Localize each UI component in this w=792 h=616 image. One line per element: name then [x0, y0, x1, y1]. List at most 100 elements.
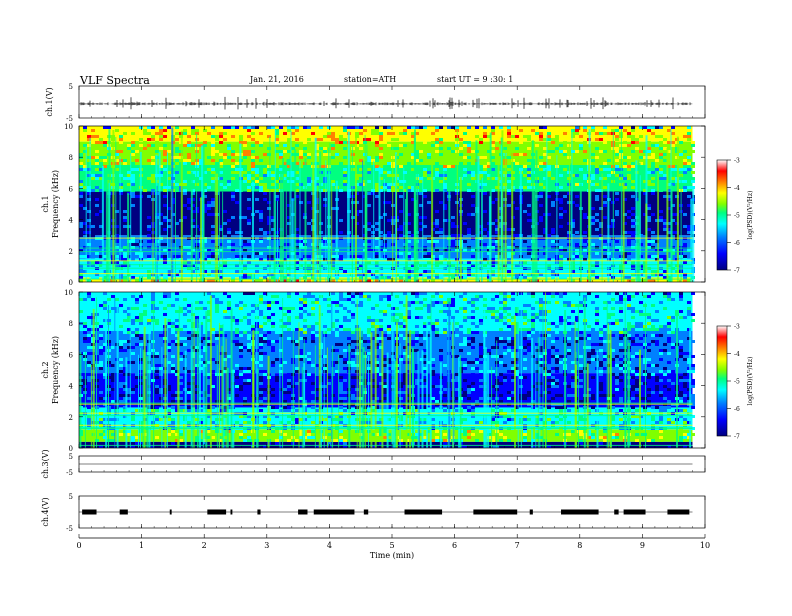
ch1-spectrogram-cell: [539, 240, 543, 243]
ch1-spectrogram-cell: [307, 222, 311, 225]
ch1-spectrogram-cell: [655, 165, 659, 168]
ch1-spectrogram-cell: [259, 177, 263, 180]
ch1-spectrogram-cell: [163, 276, 167, 279]
ch1-spectrogram-cell: [143, 192, 147, 195]
ch1-spectrogram-cell: [247, 162, 251, 165]
ch2-spectrogram-cell: [87, 409, 91, 412]
ch1-spectrogram-cell: [279, 126, 283, 129]
ch2-spectrogram-cell: [119, 370, 123, 373]
ch1-spectrogram-cell: [651, 219, 655, 222]
ch1-spectrogram-cell: [123, 186, 127, 189]
ch1-spectrogram-cell: [427, 261, 431, 264]
ch1-spectrogram-cell: [551, 192, 555, 195]
ch1-spectrogram-cell: [351, 201, 355, 204]
ch1-spectrogram-cell: [595, 138, 599, 141]
ch2-spectrogram-cell: [151, 406, 155, 409]
ch1-spectrogram-sferic: [331, 183, 332, 282]
ch1-spectrogram-cell: [267, 126, 271, 129]
ch1-spectrogram-cell: [595, 183, 599, 186]
ch1-spectrogram-cell: [375, 186, 379, 189]
ch1-spectrogram-cell: [235, 189, 239, 192]
ch1-spectrogram-cell: [339, 231, 343, 234]
ch1-spectrogram-cell: [143, 132, 147, 135]
figure-start-time: start UT = 9 :30: 1: [437, 75, 513, 84]
ch1-spectrogram-cell: [211, 180, 215, 183]
ch1-spectrogram-cell: [271, 189, 275, 192]
ch2-spectrogram-cell: [155, 442, 159, 445]
ch1-spectrogram-sferic: [305, 159, 307, 283]
ch2-spectrogram-cell: [247, 343, 251, 346]
ch2-spectrogram-cell: [227, 358, 231, 361]
ch1-spectrogram-sferic: [640, 175, 641, 282]
ch1-spectrogram-cell: [135, 228, 139, 231]
ch1-spectrogram-cell: [235, 132, 239, 135]
ch1-spectrogram-cell: [439, 276, 443, 279]
ch1-spectrogram-cell: [423, 141, 427, 144]
ch1-spectrogram-cell: [427, 252, 431, 255]
ch2-spectrogram-cell: [151, 319, 155, 322]
ch1-spectrogram-cell: [211, 153, 215, 156]
ch1-spectrogram-cell: [251, 150, 255, 153]
ch1-spectrogram-sferic: [280, 171, 282, 282]
ch1-spectrogram-image: [79, 126, 695, 282]
ch1-spectrogram-cell: [651, 171, 655, 174]
ch1-spectrogram-cell: [243, 240, 247, 243]
ch1-spectrogram-cell: [383, 171, 387, 174]
ch1-spectrogram-cell: [147, 255, 151, 258]
ch1-spectrogram-cell: [403, 144, 407, 147]
ch1-spectrogram-cell: [83, 132, 87, 135]
ch1-spectrogram-cell: [591, 129, 595, 132]
ch1-waveform-frame: [79, 86, 705, 118]
ch1-spectrogram-cell: [687, 132, 691, 135]
ch1-spectrogram-cell: [287, 132, 291, 135]
ch1-spectrogram-cell: [231, 210, 235, 213]
ch1-spectrogram-cell: [527, 231, 531, 234]
ch1-spectrogram-cell: [399, 201, 403, 204]
ch1-spectrogram-cell: [123, 255, 127, 258]
ch1-spectrogram-cell: [687, 162, 691, 165]
ch1-spectrogram-sferic: [621, 129, 622, 282]
ch2-spectrogram-cell: [227, 355, 231, 358]
ch1-spectrogram-sferic: [328, 148, 329, 283]
ch1-spectrogram-cell: [459, 135, 463, 138]
ch1-spectrogram-cell: [131, 189, 135, 192]
ch1-spectrogram-cell: [247, 189, 251, 192]
ch1-spectrogram-cell: [527, 132, 531, 135]
ch2-spectrogram-cell: [83, 313, 87, 316]
ch1-spectrogram-cell: [527, 225, 531, 228]
ch1-spectrogram-cell: [627, 213, 631, 216]
ch1-spectrogram-cell: [451, 198, 455, 201]
ch1-spectrogram-cell: [183, 189, 187, 192]
ch1-spectrogram-cell: [187, 210, 191, 213]
ch2-spectrogram-cell: [99, 337, 103, 340]
ch1-spectrogram-cell: [603, 192, 607, 195]
ch1-spectrogram-cell: [683, 180, 687, 183]
ch1-spectrogram-cell: [547, 195, 551, 198]
ch1-spectrogram-cell: [227, 240, 231, 243]
ch1-spectrogram-cell: [131, 141, 135, 144]
ch1-spectrogram-cell: [207, 156, 211, 159]
ch1-spectrogram-cell: [539, 207, 543, 210]
ch1-spectrogram-cell: [547, 168, 551, 171]
ch1-spectrogram-sferic: [406, 176, 407, 282]
ch1-spectrogram-sferic: [373, 161, 374, 282]
ch2-spectrogram-cell: [135, 325, 139, 328]
ch1-spectrogram-cell: [123, 150, 127, 153]
ch1-spectrogram-cell: [527, 186, 531, 189]
ch2-spectrogram-cell: [215, 307, 219, 310]
ch1-spectrogram-cell: [443, 162, 447, 165]
ch1-spectrogram-cell: [207, 255, 211, 258]
ch1-spectrogram-cell: [547, 225, 551, 228]
ch1-spectrogram-cell: [435, 171, 439, 174]
ch2-spectrogram-cell: [243, 409, 247, 412]
ch2-spectrogram-cell: [135, 319, 139, 322]
ch1-spectrogram-cell: [567, 213, 571, 216]
ch1-spectrogram-cell: [95, 252, 99, 255]
ch1-spectrogram-cell: [567, 216, 571, 219]
ch1-spectrogram-cell: [567, 210, 571, 213]
ch1-spectrogram-cell: [123, 210, 127, 213]
ch2-spectrogram-cell: [235, 322, 239, 325]
ch1-spectrogram-cell: [371, 210, 375, 213]
ch1-spectrogram-cell: [143, 174, 147, 177]
ch1-spectrogram-cell: [603, 186, 607, 189]
